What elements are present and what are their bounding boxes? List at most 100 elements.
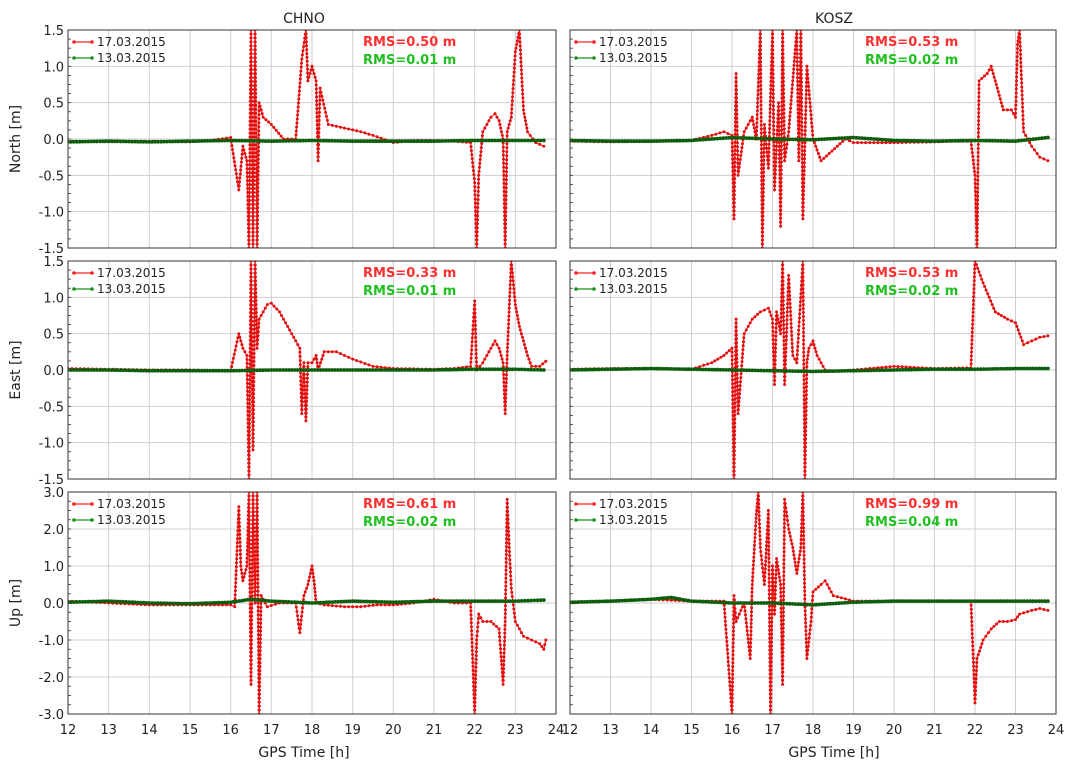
- data-point: [485, 354, 489, 357]
- data-point: [503, 612, 507, 616]
- data-point: [510, 138, 515, 143]
- data-point: [801, 275, 805, 279]
- data-point: [250, 307, 253, 311]
- data-point: [978, 367, 983, 372]
- data-point: [251, 502, 255, 506]
- data-point: [69, 600, 73, 605]
- data-point: [443, 599, 448, 603]
- data-point: [250, 111, 254, 115]
- y-axis-label: Up [m]: [8, 579, 24, 627]
- data-point: [1015, 79, 1018, 83]
- data-point: [799, 76, 803, 80]
- data-point: [657, 366, 662, 371]
- data-point: [252, 376, 256, 380]
- data-point: [435, 139, 439, 144]
- data-point: [801, 319, 805, 322]
- data-point: [983, 74, 986, 78]
- data-point: [507, 534, 511, 537]
- data-point: [874, 368, 879, 373]
- data-point: [781, 307, 785, 311]
- data-point: [254, 291, 258, 295]
- data-point: [770, 368, 775, 373]
- data-point: [315, 357, 319, 361]
- data-point: [502, 667, 506, 671]
- data-point: [759, 368, 763, 373]
- data-point: [802, 330, 805, 334]
- data-point: [475, 367, 480, 372]
- data-point: [297, 97, 301, 101]
- data-point: [249, 287, 253, 291]
- data-point: [958, 138, 963, 143]
- data-point: [970, 632, 974, 636]
- data-point: [803, 609, 807, 613]
- data-point: [245, 552, 249, 556]
- data-point: [782, 99, 786, 103]
- data-point: [1010, 619, 1013, 623]
- data-point: [972, 672, 976, 676]
- data-point: [252, 526, 256, 530]
- data-point: [150, 140, 155, 144]
- data-point: [732, 469, 736, 473]
- data-point: [797, 328, 801, 332]
- data-point: [973, 170, 976, 173]
- data-point: [279, 134, 283, 138]
- data-point: [1038, 335, 1042, 339]
- data-point: [251, 238, 255, 242]
- data-point: [250, 335, 254, 339]
- data-point: [961, 138, 966, 143]
- data-point: [256, 589, 260, 593]
- data-point: [254, 565, 258, 569]
- data-point: [967, 367, 972, 372]
- data-point: [470, 641, 474, 645]
- data-point: [254, 95, 258, 99]
- data-point: [799, 52, 803, 56]
- data-point: [254, 307, 258, 311]
- data-point: [781, 634, 785, 638]
- data-point: [502, 177, 506, 181]
- data-point: [255, 234, 259, 238]
- data-point: [792, 67, 796, 71]
- data-point: [507, 310, 511, 314]
- x-tick-label: 18: [304, 723, 321, 738]
- data-point: [786, 523, 790, 527]
- data-point: [749, 621, 753, 625]
- data-point: [752, 126, 756, 130]
- data-point: [1004, 139, 1009, 143]
- data-point: [779, 184, 783, 188]
- data-point: [805, 385, 808, 389]
- data-point: [305, 380, 309, 384]
- data-point: [266, 599, 271, 603]
- data-point: [975, 222, 979, 226]
- data-point: [781, 303, 785, 307]
- data-point: [347, 127, 351, 131]
- data-point: [238, 548, 242, 552]
- data-point: [854, 135, 859, 140]
- data-point: [254, 72, 257, 76]
- data-point: [508, 294, 512, 298]
- data-point: [769, 708, 772, 712]
- data-point: [249, 678, 253, 682]
- data-point: [779, 599, 783, 602]
- data-point: [265, 303, 269, 307]
- data-point: [254, 76, 257, 80]
- data-point: [755, 133, 758, 137]
- data-point: [345, 139, 349, 144]
- data-point: [367, 132, 371, 136]
- data-point: [969, 611, 973, 615]
- data-point: [938, 139, 943, 144]
- data-point: [510, 103, 514, 107]
- data-point: [732, 213, 736, 217]
- data-point: [514, 46, 518, 50]
- data-point: [774, 334, 778, 338]
- data-point: [987, 631, 990, 635]
- data-point: [306, 67, 309, 71]
- data-point: [505, 170, 508, 174]
- data-point: [698, 367, 703, 372]
- data-point: [313, 594, 317, 598]
- data-point: [234, 344, 238, 348]
- data-point: [781, 658, 785, 662]
- data-point: [256, 334, 260, 338]
- data-point: [254, 99, 258, 103]
- data-point: [247, 514, 251, 518]
- data-point: [782, 534, 786, 538]
